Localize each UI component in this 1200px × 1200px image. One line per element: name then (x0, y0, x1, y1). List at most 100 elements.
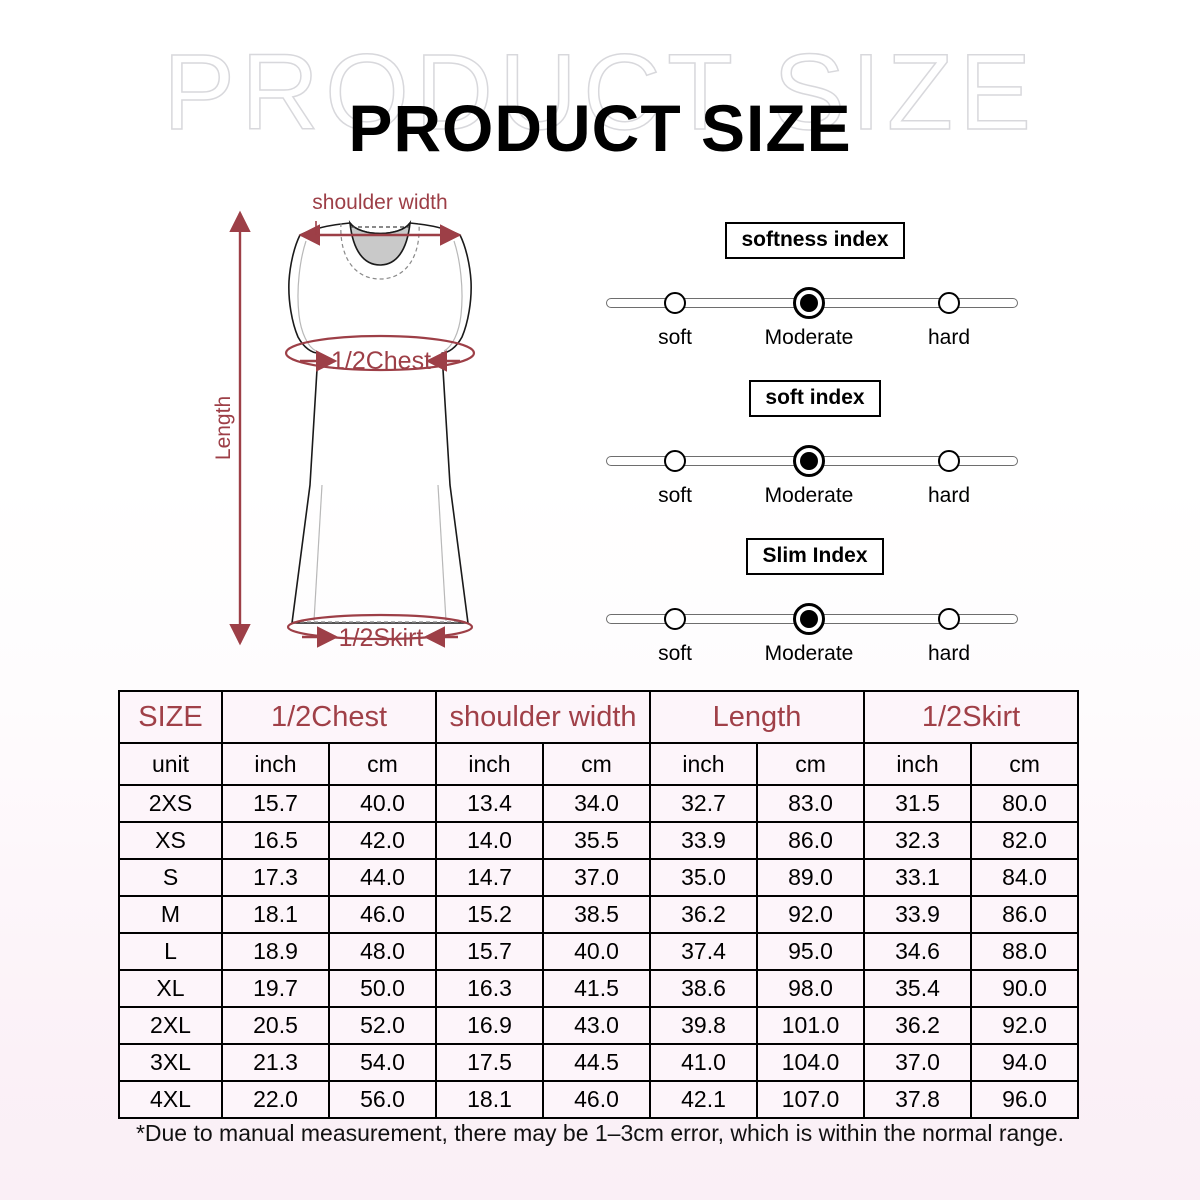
slider-stop-moderate-selected[interactable] (793, 603, 825, 635)
table-cell-value: 83.0 (756, 784, 866, 823)
page-title: PRODUCT SIZE (348, 91, 852, 165)
slider-stop-soft[interactable] (664, 292, 686, 314)
index-block-slim: Slim Index soft Moderate hard (600, 538, 1030, 696)
slider-softness[interactable] (606, 286, 1018, 320)
slider-stop-soft[interactable] (664, 608, 686, 630)
table-cell-value: 37.8 (863, 1080, 973, 1119)
table-row: XS 16.5 42.0 14.0 35.5 33.9 86.0 32.3 82.0 (118, 821, 1080, 860)
table-cell-value: 42.0 (327, 821, 438, 860)
half-chest-ellipse (284, 334, 476, 372)
table-cell-value: 84.0 (970, 858, 1080, 897)
table-cell-value: 80.0 (970, 784, 1080, 823)
slider-slim[interactable] (606, 602, 1018, 636)
slider-label-soft: soft (658, 642, 692, 665)
table-cell-value: 14.0 (435, 821, 545, 860)
index-title-wrap: soft index (600, 380, 1030, 422)
table-body: 2XS 15.7 40.0 13.4 34.0 32.7 83.0 31.5 80.0 XS 16.… (118, 784, 1080, 1119)
table-cell-value: 15.7 (221, 784, 330, 823)
table-cell-value: 89.0 (756, 858, 866, 897)
table-cell-value: 32.3 (863, 821, 973, 860)
table-unit-skirt-inch: inch (863, 742, 973, 786)
table-cell-size: XS (118, 821, 223, 860)
table-cell-value: 86.0 (970, 895, 1080, 934)
table-cell-value: 16.9 (435, 1006, 545, 1045)
table-row: M 18.1 46.0 15.2 38.5 36.2 92.0 33.9 86.0 (118, 895, 1080, 934)
slider-stop-moderate-selected[interactable] (793, 445, 825, 477)
table-unit-chest-inch: inch (221, 742, 330, 786)
table-row: 2XS 15.7 40.0 13.4 34.0 32.7 83.0 31.5 80.0 (118, 784, 1080, 823)
table-cell-value: 34.6 (863, 932, 973, 971)
table-cell-value: 33.9 (863, 895, 973, 934)
table-row: 2XL 20.5 52.0 16.9 43.0 39.8 101.0 36.2 92.0 (118, 1006, 1080, 1045)
table-cell-value: 35.5 (542, 821, 652, 860)
table-cell-value: 86.0 (756, 821, 866, 860)
table-cell-value: 21.3 (221, 1043, 330, 1082)
table-unit-length-inch: inch (649, 742, 759, 786)
table-cell-value: 15.2 (435, 895, 545, 934)
table-cell-size: 2XS (118, 784, 223, 823)
table-cell-value: 46.0 (542, 1080, 652, 1119)
table-cell-value: 101.0 (756, 1006, 866, 1045)
slider-soft[interactable] (606, 444, 1018, 478)
table-header-half-skirt: 1/2Skirt (863, 690, 1080, 744)
table-cell-value: 88.0 (970, 932, 1080, 971)
table-header-shoulder-width: shoulder width (435, 690, 652, 744)
table-cell-value: 14.7 (435, 858, 545, 897)
index-title-slim: Slim Index (746, 538, 884, 576)
table-row: S 17.3 44.0 14.7 37.0 35.0 89.0 33.1 84.0 (118, 858, 1080, 897)
table-cell-value: 37.4 (649, 932, 759, 971)
table-cell-value: 107.0 (756, 1080, 866, 1119)
slider-stop-moderate-selected[interactable] (793, 287, 825, 319)
table-cell-value: 18.9 (221, 932, 330, 971)
slider-label-moderate: Moderate (764, 326, 854, 349)
slider-stop-hard[interactable] (938, 608, 960, 630)
slider-stop-soft[interactable] (664, 450, 686, 472)
neckline-inner-fill (348, 220, 412, 266)
table-cell-value: 20.5 (221, 1006, 330, 1045)
table-unit-shoulder-inch: inch (435, 742, 545, 786)
table-cell-value: 92.0 (970, 1006, 1080, 1045)
garment-diagram: shoulder width 1/2Chest 1/2Skirt Length (200, 185, 560, 680)
table-cell-value: 92.0 (756, 895, 866, 934)
slider-labels: soft Moderate hard (606, 484, 1018, 514)
table-cell-value: 33.9 (649, 821, 759, 860)
page-title-outline: PRODUCT SIZE (162, 31, 1038, 152)
slider-labels: soft Moderate hard (606, 326, 1018, 356)
table-cell-value: 15.7 (435, 932, 545, 971)
size-chart-table: SIZE 1/2Chest shoulder width Length 1/2S… (118, 690, 1080, 1119)
slider-stop-hard[interactable] (938, 292, 960, 314)
table-cell-size: XL (118, 969, 223, 1008)
table-row: XL 19.7 50.0 16.3 41.5 38.6 98.0 35.4 90.0 (118, 969, 1080, 1008)
table-unit-skirt-cm: cm (970, 742, 1080, 786)
table-cell-value: 82.0 (970, 821, 1080, 860)
half-chest-label: 1/2Chest (331, 347, 431, 375)
table-cell-value: 18.1 (221, 895, 330, 934)
table-cell-value: 38.6 (649, 969, 759, 1008)
table-cell-size: 2XL (118, 1006, 223, 1045)
index-block-soft: soft index soft Moderate hard (600, 380, 1030, 538)
slider-label-hard: hard (927, 484, 971, 507)
right-skirt-inner-line (437, 484, 447, 622)
table-cell-value: 37.0 (542, 858, 652, 897)
table-cell-value: 56.0 (327, 1080, 438, 1119)
slider-labels: soft Moderate hard (606, 642, 1018, 672)
table-cell-value: 37.0 (863, 1043, 973, 1082)
index-title-soft: soft index (749, 380, 881, 418)
table-cell-value: 90.0 (970, 969, 1080, 1008)
table-header-size: SIZE (118, 690, 223, 744)
table-cell-size: S (118, 858, 223, 897)
table-header-half-chest: 1/2Chest (220, 690, 438, 744)
table-cell-value: 54.0 (327, 1043, 438, 1082)
table-cell-value: 104.0 (756, 1043, 866, 1082)
page-title-area: PRODUCT SIZE PRODUCT SIZE (0, 0, 1200, 190)
table-row: L 18.9 48.0 15.7 40.0 37.4 95.0 34.6 88.0 (118, 932, 1080, 971)
table-cell-size: 3XL (118, 1043, 223, 1082)
slider-label-soft: soft (658, 484, 692, 507)
length-label: Length (212, 396, 235, 460)
slider-stop-hard[interactable] (938, 450, 960, 472)
right-armhole-inner-line (443, 240, 463, 352)
table-cell-size: M (118, 895, 223, 934)
table-unit-length-cm: cm (756, 742, 866, 786)
table-cell-size: 4XL (118, 1080, 223, 1119)
index-title-wrap: softness index (600, 222, 1030, 264)
